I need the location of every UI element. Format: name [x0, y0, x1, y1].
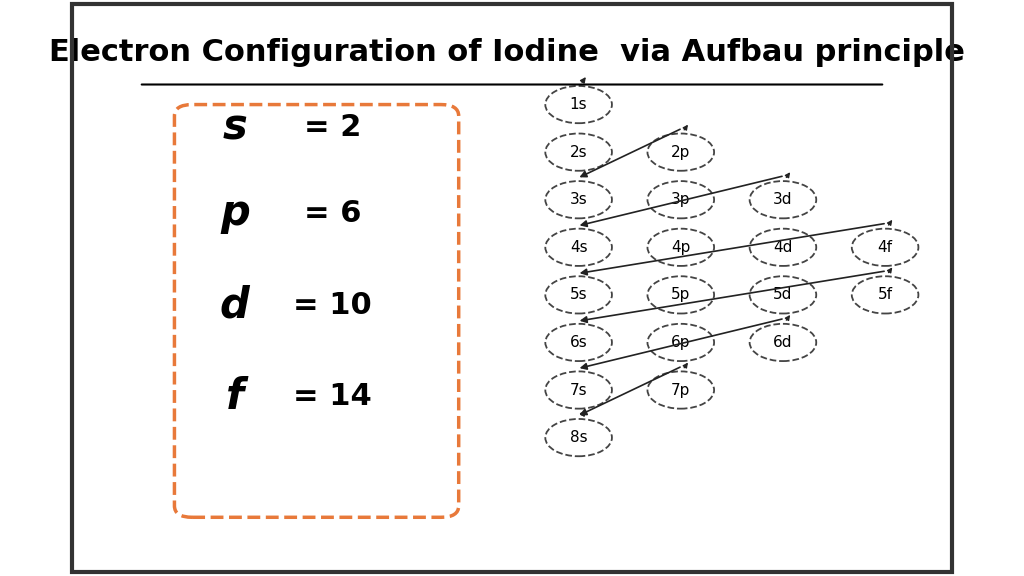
Text: 5f: 5f [878, 287, 893, 302]
Text: 2p: 2p [671, 145, 690, 160]
Text: 8s: 8s [569, 430, 588, 445]
Ellipse shape [647, 372, 714, 408]
Text: = 6: = 6 [304, 199, 361, 228]
Text: 4d: 4d [773, 240, 793, 255]
Text: = 2: = 2 [304, 113, 361, 142]
Ellipse shape [852, 276, 919, 313]
Ellipse shape [546, 181, 612, 218]
Text: 1s: 1s [569, 97, 588, 112]
FancyBboxPatch shape [174, 105, 459, 517]
Text: 6d: 6d [773, 335, 793, 350]
Ellipse shape [546, 86, 612, 123]
Text: 4p: 4p [671, 240, 690, 255]
Ellipse shape [546, 134, 612, 170]
Text: 3s: 3s [569, 192, 588, 207]
Ellipse shape [647, 229, 714, 266]
Ellipse shape [647, 134, 714, 170]
Ellipse shape [546, 229, 612, 266]
Ellipse shape [750, 324, 816, 361]
Text: Electron Configuration of Iodine  via Aufbau principle: Electron Configuration of Iodine via Auf… [49, 39, 975, 67]
Text: s: s [222, 107, 247, 149]
Text: = 10: = 10 [293, 291, 372, 320]
Ellipse shape [546, 372, 612, 408]
Text: 3d: 3d [773, 192, 793, 207]
Ellipse shape [750, 229, 816, 266]
Text: 7s: 7s [569, 382, 588, 397]
Text: = 14: = 14 [293, 382, 372, 411]
Text: 2s: 2s [569, 145, 588, 160]
Ellipse shape [647, 181, 714, 218]
Text: 5p: 5p [671, 287, 690, 302]
Text: 4s: 4s [569, 240, 588, 255]
Ellipse shape [647, 324, 714, 361]
Ellipse shape [546, 276, 612, 313]
Text: 6p: 6p [671, 335, 690, 350]
Ellipse shape [546, 324, 612, 361]
Text: 3p: 3p [671, 192, 690, 207]
Ellipse shape [546, 419, 612, 456]
Ellipse shape [750, 276, 816, 313]
Text: 4f: 4f [878, 240, 893, 255]
Ellipse shape [647, 276, 714, 313]
Text: d: d [220, 284, 250, 326]
Text: p: p [220, 192, 250, 234]
Text: 7p: 7p [671, 382, 690, 397]
Ellipse shape [852, 229, 919, 266]
Text: 6s: 6s [569, 335, 588, 350]
Text: f: f [225, 376, 244, 418]
Text: 5s: 5s [569, 287, 588, 302]
Text: 5d: 5d [773, 287, 793, 302]
Ellipse shape [750, 181, 816, 218]
